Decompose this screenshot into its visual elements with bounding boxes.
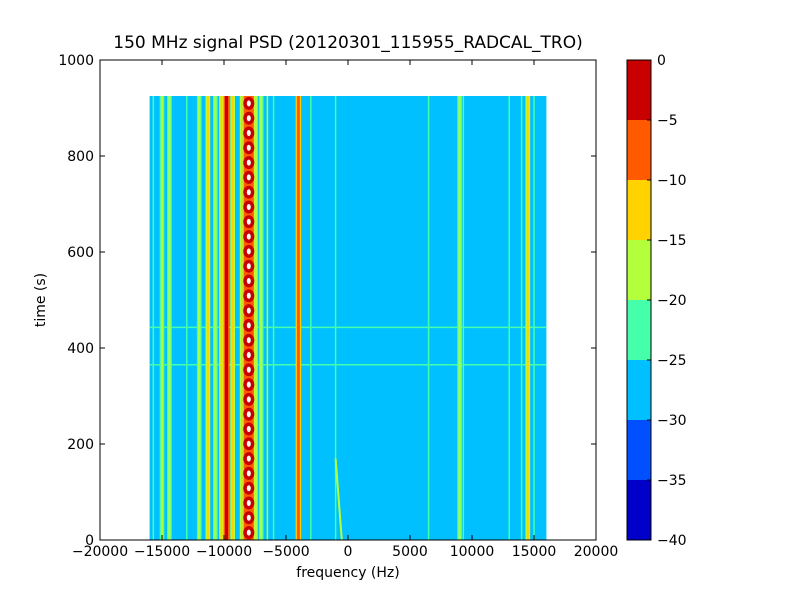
colorbar-band: [627, 420, 651, 480]
x-tick-label: 5000: [392, 544, 428, 560]
x-tick-label: −5000: [262, 544, 309, 560]
colorbar-band: [627, 360, 651, 420]
colorbar: 0 −5 −10 −15 −20 −25 −30 −35 −40: [626, 53, 687, 549]
colorbar-tick-label: 0: [657, 53, 666, 69]
carrier-blob-center: [246, 322, 251, 329]
colorbar-tick-label: −40: [657, 533, 687, 549]
colorbar-tick-label: −15: [657, 233, 687, 249]
colorbar-band: [627, 180, 651, 240]
carrier-blob-center: [246, 115, 251, 122]
carrier-blob-center: [246, 100, 251, 107]
carrier-blob-center: [246, 514, 251, 521]
colorbar-band: [627, 240, 651, 300]
carrier-blob-center: [246, 366, 251, 373]
carrier-blob-center: [246, 440, 251, 447]
drift-line: [334, 458, 343, 540]
carrier-blob-center: [246, 426, 251, 432]
colorbar-tick-label: −35: [657, 473, 687, 489]
carrier-blob-center: [246, 159, 251, 166]
plot-area: [99, 59, 597, 541]
colorbar-tick-label: −10: [657, 173, 687, 189]
carrier-blob-center: [246, 278, 251, 284]
y-tick-label: 400: [67, 341, 94, 357]
y-axis: 0 200 400 600 800 1000: [58, 53, 596, 549]
y-tick-label: 800: [67, 149, 94, 165]
carrier-blob-center: [246, 455, 251, 462]
colorbar-tick-label: −25: [657, 353, 687, 369]
carrier-blob-center: [246, 500, 251, 506]
x-tick-label: −15000: [134, 544, 190, 560]
carrier-blob-center: [246, 218, 251, 225]
colorbar-band: [627, 60, 651, 120]
carrier-blob-center: [246, 307, 251, 314]
carrier-blob-center: [246, 337, 251, 344]
y-tick-label: 1000: [58, 53, 94, 69]
carrier-blob-center: [246, 411, 251, 418]
y-tick-label: 600: [67, 245, 94, 261]
colorbar-tick-label: −30: [657, 413, 687, 429]
y-axis-label: time (s): [33, 273, 49, 327]
heatmap: [149, 96, 547, 540]
colorbar-band: [627, 480, 651, 540]
carrier-band: [243, 96, 254, 540]
carrier-blob-center: [246, 189, 251, 196]
carrier-blob-center: [246, 130, 251, 136]
x-axis: −20000 −15000 −10000 −5000 0 5000 10000 15000 20…: [72, 60, 618, 560]
carrier-blob-center: [246, 396, 251, 403]
x-tick-label: 0: [344, 544, 353, 560]
carrier-blob-center: [246, 485, 251, 492]
x-tick-label: 15000: [512, 544, 557, 560]
carrier-blob-center: [246, 204, 251, 210]
carrier-blob-center: [246, 292, 251, 299]
colorbar-band: [627, 120, 651, 180]
carrier-blob-center: [246, 381, 251, 388]
colorbar-tick-label: −20: [657, 293, 687, 309]
colorbar-band: [627, 300, 651, 360]
x-tick-label: −10000: [196, 544, 252, 560]
y-tick-label: 200: [67, 437, 94, 453]
carrier-blob-center: [246, 144, 251, 151]
x-tick-label: 20000: [574, 544, 619, 560]
x-axis-label: frequency (Hz): [296, 565, 399, 581]
carrier-blob-center: [246, 470, 251, 477]
carrier-blob-center: [246, 248, 251, 255]
carrier-blob-center: [246, 174, 251, 181]
colorbar-tick-label: −5: [657, 113, 678, 129]
x-tick-label: −20000: [72, 544, 128, 560]
carrier-blob-center: [246, 263, 251, 270]
chart-title: 150 MHz signal PSD (20120301_115955_RADC…: [113, 33, 582, 53]
y-tick-label: 0: [85, 533, 94, 549]
x-tick-label: 10000: [450, 544, 495, 560]
carrier-blob-center: [246, 352, 251, 358]
carrier-blob-center: [246, 529, 251, 536]
carrier-blob-center: [246, 233, 251, 240]
